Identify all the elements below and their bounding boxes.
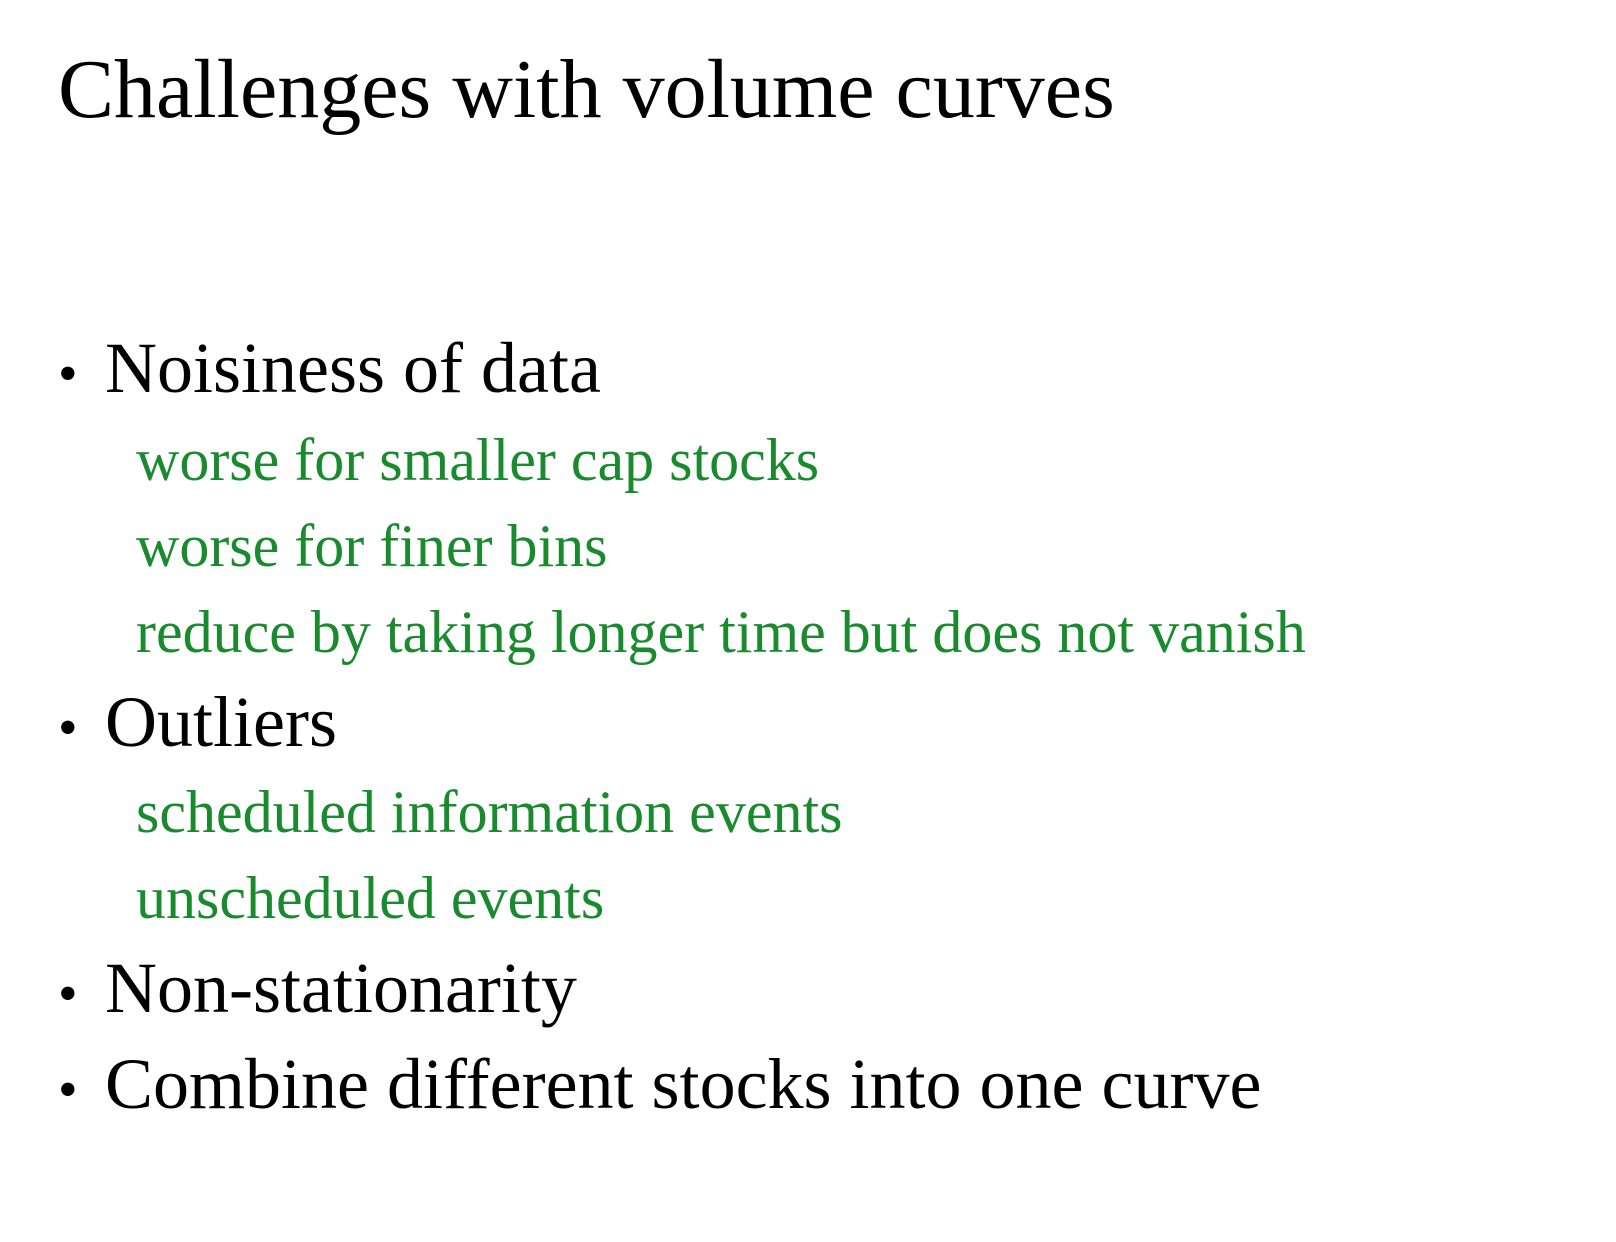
subitem-smaller-cap: worse for smaller cap stocks xyxy=(136,427,820,493)
bullet-label: Noisiness of data xyxy=(105,328,601,408)
subitem-finer-bins: worse for finer bins xyxy=(136,513,608,579)
slide-title: Challenges with volume curves xyxy=(58,43,1115,136)
bullet-item-noisiness: • Noisiness of data xyxy=(58,326,601,416)
bullet-label: Non-stationarity xyxy=(105,948,577,1028)
bullet-label: Outliers xyxy=(105,682,337,762)
bullet-item-outliers: • Outliers xyxy=(58,680,337,770)
bullet-label: Combine different stocks into one curve xyxy=(105,1044,1262,1124)
subitem-unscheduled-events: unscheduled events xyxy=(136,865,605,931)
bullet-dot-icon: • xyxy=(58,697,78,759)
bullet-dot-icon: • xyxy=(58,1059,78,1121)
subitem-longer-time: reduce by taking longer time but does no… xyxy=(136,599,1306,665)
bullet-dot-icon: • xyxy=(58,963,78,1025)
bullet-item-combine-stocks: • Combine different stocks into one curve xyxy=(58,1042,1261,1132)
subitem-scheduled-events: scheduled information events xyxy=(136,779,843,845)
bullet-dot-icon: • xyxy=(58,343,78,405)
bullet-item-non-stationarity: • Non-stationarity xyxy=(58,946,577,1036)
